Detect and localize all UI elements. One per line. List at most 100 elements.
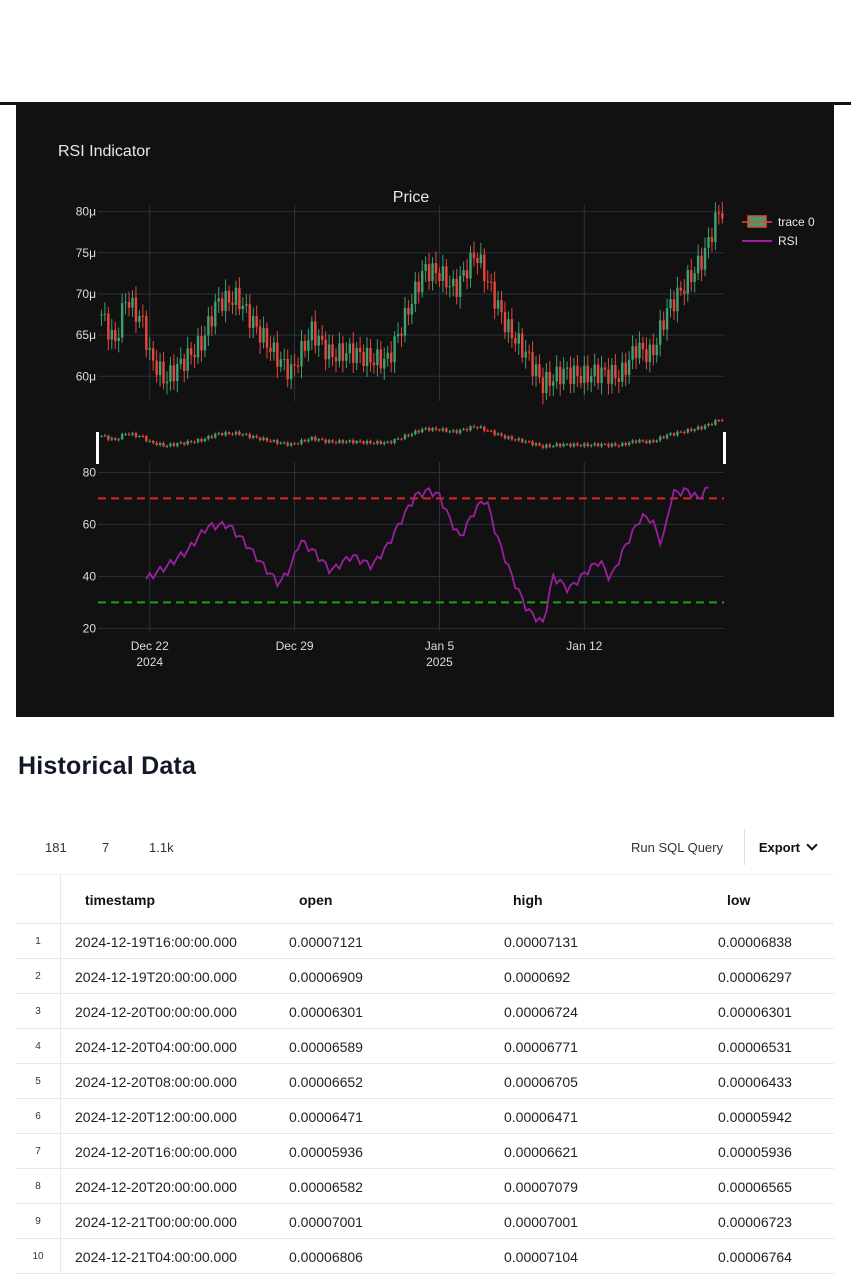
candle-body	[300, 340, 303, 367]
row-count-stat: 181	[45, 840, 67, 855]
range-slider-candle	[338, 440, 341, 443]
candle-body	[441, 266, 445, 281]
table-row[interactable]: 8 2024-12-20T20:00:00.000 0.00006582 0.0000…	[16, 1169, 834, 1204]
candle-body	[410, 304, 414, 315]
candle-body	[289, 364, 293, 380]
timestamp-cell: 2024-12-20T20:00:00.000	[75, 1179, 237, 1195]
candle-body	[176, 364, 179, 382]
candle-body	[169, 365, 172, 382]
range-slider-candle	[493, 430, 496, 435]
range-slider-candle	[231, 433, 234, 435]
candle-body	[262, 327, 265, 343]
table-row[interactable]: 10 2024-12-21T04:00:00.000 0.00006806 0.000…	[16, 1239, 834, 1274]
export-button[interactable]: Export	[759, 839, 818, 855]
range-slider-candle	[117, 439, 120, 441]
candle-body	[124, 302, 127, 304]
table-row[interactable]: 7 2024-12-20T16:00:00.000 0.00005936 0.0000…	[16, 1134, 834, 1169]
candle-body	[479, 254, 483, 264]
candle-body	[183, 358, 186, 371]
run-sql-query-button[interactable]: Run SQL Query	[630, 840, 723, 855]
column-header-high[interactable]: high	[513, 892, 543, 908]
table-row[interactable]: 4 2024-12-20T04:00:00.000 0.00006589 0.0000…	[16, 1029, 834, 1064]
range-slider-candle	[403, 434, 407, 439]
candle-body	[572, 365, 576, 385]
high-cell: 0.00006705	[504, 1074, 578, 1090]
candle-body	[155, 360, 158, 376]
rsi-chart: RSI Indicator Price Dec 22 2024 Dec 29 Jan 5 2…	[58, 143, 815, 669]
range-slider-candle	[134, 433, 138, 437]
candle-body	[424, 263, 427, 271]
range-slider-candle	[248, 434, 251, 438]
range-slider-candle	[665, 434, 669, 439]
candle-body	[521, 333, 524, 358]
range-slider-candle	[538, 443, 541, 446]
range-slider-candle	[393, 439, 396, 444]
rsi-tick-label: 80	[83, 465, 97, 479]
candle-body	[703, 247, 707, 270]
range-slider-candle	[496, 433, 500, 435]
candle-body	[507, 319, 510, 333]
legend-label-trace0: trace 0	[778, 215, 815, 229]
range-slider-candle	[224, 432, 227, 436]
range-slider-candle	[662, 436, 665, 439]
high-cell: 0.00007104	[504, 1249, 578, 1265]
candle-body	[145, 316, 148, 350]
candle-body	[434, 263, 438, 273]
range-slider-candle	[251, 436, 255, 438]
candle-body	[683, 290, 686, 294]
range-slider-candle	[289, 443, 293, 446]
candle-body	[648, 344, 652, 363]
column-header-low[interactable]: low	[727, 892, 751, 908]
timestamp-cell: 2024-12-20T16:00:00.000	[75, 1144, 237, 1160]
row-index-cell	[16, 994, 61, 1028]
candle-body	[514, 338, 517, 344]
candle-body	[469, 252, 472, 279]
table-row[interactable]: 3 2024-12-20T00:00:00.000 0.00006301 0.0000…	[16, 994, 834, 1029]
table-row[interactable]: 9 2024-12-21T00:00:00.000 0.00007001 0.0000…	[16, 1204, 834, 1239]
range-slider-candle	[703, 425, 707, 429]
range-slider-candle	[345, 441, 348, 443]
range-slider-candle	[486, 430, 489, 432]
candle-body	[452, 278, 455, 287]
range-slider-candle	[431, 427, 434, 431]
table-row[interactable]: 6 2024-12-20T12:00:00.000 0.00006471 0.0000…	[16, 1099, 834, 1134]
candle-body	[586, 365, 589, 383]
range-slider-candle	[127, 433, 131, 435]
candle-body	[383, 358, 386, 369]
candle-body	[334, 357, 338, 362]
range-slider-candle	[455, 430, 458, 434]
candle-body	[165, 381, 169, 384]
range-slider-candle	[410, 434, 414, 436]
range-slider-candle	[210, 436, 214, 438]
high-cell: 0.00006724	[504, 1004, 578, 1020]
table-row[interactable]: 1 2024-12-19T16:00:00.000 0.00007121 0.0000…	[16, 924, 834, 959]
candle-body	[407, 307, 410, 315]
column-header-timestamp[interactable]: timestamp	[85, 892, 156, 908]
range-slider-candle	[565, 443, 569, 445]
candle-body	[576, 365, 579, 376]
candle-body	[365, 347, 369, 367]
candle-body	[690, 270, 693, 282]
rsi-line	[145, 486, 709, 624]
table-row[interactable]: 2 2024-12-19T20:00:00.000 0.00006909 0.0000…	[16, 959, 834, 994]
candle-body	[189, 348, 193, 355]
candle-body	[579, 375, 583, 383]
price-panel-title: Price	[393, 189, 430, 206]
range-slider-candle	[245, 434, 248, 436]
candle-body	[693, 273, 696, 282]
candle-body	[627, 359, 631, 375]
range-slider-candle	[314, 436, 317, 441]
range-slider-candle	[586, 443, 589, 447]
range-slider-candle	[272, 440, 276, 442]
range-slider-candle	[407, 434, 410, 436]
range-slider-candle	[641, 440, 645, 442]
range-slider-candle	[603, 443, 607, 445]
column-header-open[interactable]: open	[299, 892, 333, 908]
top-header-bar	[0, 0, 851, 105]
table-row[interactable]: 5 2024-12-20T08:00:00.000 0.00006652 0.0000…	[16, 1064, 834, 1099]
high-cell: 0.00006471	[504, 1109, 578, 1125]
range-slider-candle	[707, 423, 710, 426]
range-slider-candle	[417, 430, 420, 433]
candle-body	[279, 359, 283, 367]
timestamp-cell: 2024-12-20T04:00:00.000	[75, 1039, 237, 1055]
